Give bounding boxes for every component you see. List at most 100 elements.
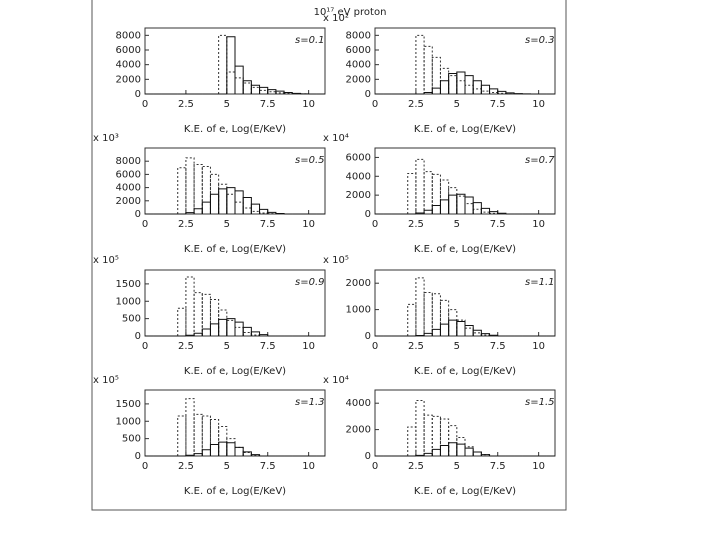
- histogram-bin: [431, 87, 441, 94]
- histogram-bin: [201, 415, 211, 456]
- panel-label: s=1.5: [525, 397, 555, 408]
- histogram-bin: [456, 319, 466, 336]
- x-tick-label: 5: [454, 99, 460, 110]
- x-tick-label: 10: [302, 461, 315, 472]
- histogram-bin: [472, 208, 482, 214]
- histogram-bin: [250, 84, 261, 94]
- histogram-bin: [226, 71, 236, 94]
- histogram-bin: [472, 88, 482, 94]
- histogram-bin: [464, 327, 474, 336]
- x-tick-label: 0: [372, 219, 378, 230]
- histogram-bin: [218, 441, 228, 456]
- y-tick-label: 4000: [116, 60, 141, 71]
- histogram-bin: [250, 331, 261, 336]
- histogram-bin: [218, 425, 228, 456]
- y-tick-label: 1000: [116, 416, 141, 427]
- histogram-bin: [407, 303, 417, 336]
- histogram-bin: [415, 34, 425, 94]
- histogram-bin: [448, 194, 458, 214]
- histogram-bin: [209, 299, 220, 336]
- histogram-bin: [177, 415, 187, 456]
- x-tick-label: 0: [142, 99, 148, 110]
- histogram-bin: [177, 167, 187, 214]
- panel-label: s=1.3: [295, 397, 325, 408]
- y-multiplier: x 10⁵: [323, 255, 349, 266]
- histogram-bin: [201, 201, 211, 214]
- x-tick-label: 5: [224, 219, 230, 230]
- histogram-bin: [415, 158, 425, 214]
- histogram-bin: [480, 84, 491, 94]
- x-axis-label: K.E. of e, Log(E/KeV): [184, 124, 286, 135]
- histogram-bin: [472, 80, 482, 94]
- histogram-bin: [275, 212, 285, 214]
- x-axis-label: K.E. of e, Log(E/KeV): [414, 124, 516, 135]
- histogram-bin: [472, 329, 482, 336]
- histogram-bin: [242, 452, 252, 456]
- figure-title: 10¹⁷ eV proton: [314, 7, 387, 18]
- x-tick-label: 5: [454, 219, 460, 230]
- histogram-bin: [439, 179, 450, 214]
- histogram-bin: [423, 45, 433, 94]
- y-multiplier: x 10³: [93, 133, 119, 144]
- y-tick-label: 500: [122, 314, 141, 325]
- y-tick-label: 0: [365, 331, 371, 342]
- histogram-bin: [209, 419, 220, 456]
- histogram-bin: [218, 188, 228, 214]
- x-tick-label: 10: [532, 219, 545, 230]
- y-multiplier: x 10⁵: [93, 375, 119, 386]
- histogram-bin: [193, 292, 203, 336]
- histogram-bin: [464, 203, 474, 214]
- x-tick-label: 2.5: [408, 219, 424, 230]
- histogram-bin: [226, 319, 236, 336]
- histogram-bin: [250, 203, 261, 214]
- histogram-bin: [193, 164, 203, 214]
- histogram-bin: [185, 157, 195, 214]
- histogram-bin: [448, 75, 458, 94]
- histogram-bin: [472, 451, 482, 456]
- histogram-bin: [448, 442, 458, 456]
- histogram-bin: [242, 197, 252, 214]
- x-tick-label: 10: [532, 99, 545, 110]
- histogram-bin: [480, 207, 491, 214]
- histogram-bin: [431, 56, 441, 94]
- histogram-bin: [201, 165, 211, 214]
- x-tick-label: 2.5: [178, 99, 194, 110]
- histogram-bin: [185, 276, 195, 336]
- y-tick-label: 6000: [116, 45, 141, 56]
- x-tick-label: 7.5: [260, 461, 276, 472]
- panel-label: s=1.1: [525, 277, 555, 288]
- histogram-bin: [234, 446, 244, 456]
- y-tick-label: 1000: [116, 296, 141, 307]
- y-tick-label: 0: [365, 451, 371, 462]
- histogram-bin: [193, 208, 203, 214]
- y-tick-label: 2000: [346, 190, 371, 201]
- x-tick-label: 5: [224, 99, 230, 110]
- histogram-bin: [431, 293, 441, 336]
- histogram-bin: [226, 193, 236, 214]
- y-tick-label: 4000: [116, 183, 141, 194]
- x-tick-label: 2.5: [408, 99, 424, 110]
- histogram-bin: [177, 307, 187, 336]
- y-tick-label: 0: [365, 89, 371, 100]
- x-tick-label: 7.5: [490, 99, 506, 110]
- x-axis-label: K.E. of e, Log(E/KeV): [414, 486, 516, 497]
- x-tick-label: 10: [302, 219, 315, 230]
- histogram-bin: [259, 334, 269, 336]
- x-tick-label: 0: [142, 461, 148, 472]
- histogram-bin: [489, 88, 499, 94]
- x-tick-label: 7.5: [260, 99, 276, 110]
- histogram-bin: [456, 71, 466, 94]
- x-tick-label: 7.5: [490, 461, 506, 472]
- x-tick-label: 10: [302, 99, 315, 110]
- x-axis-label: K.E. of e, Log(E/KeV): [184, 486, 286, 497]
- x-tick-label: 7.5: [260, 219, 276, 230]
- histogram-bin: [489, 334, 499, 336]
- histogram-bin: [415, 400, 425, 456]
- histogram-bin: [423, 209, 433, 214]
- y-tick-label: 4000: [346, 171, 371, 182]
- histogram-bin: [423, 291, 433, 336]
- y-tick-label: 2000: [346, 74, 371, 85]
- histogram-bin: [456, 80, 466, 94]
